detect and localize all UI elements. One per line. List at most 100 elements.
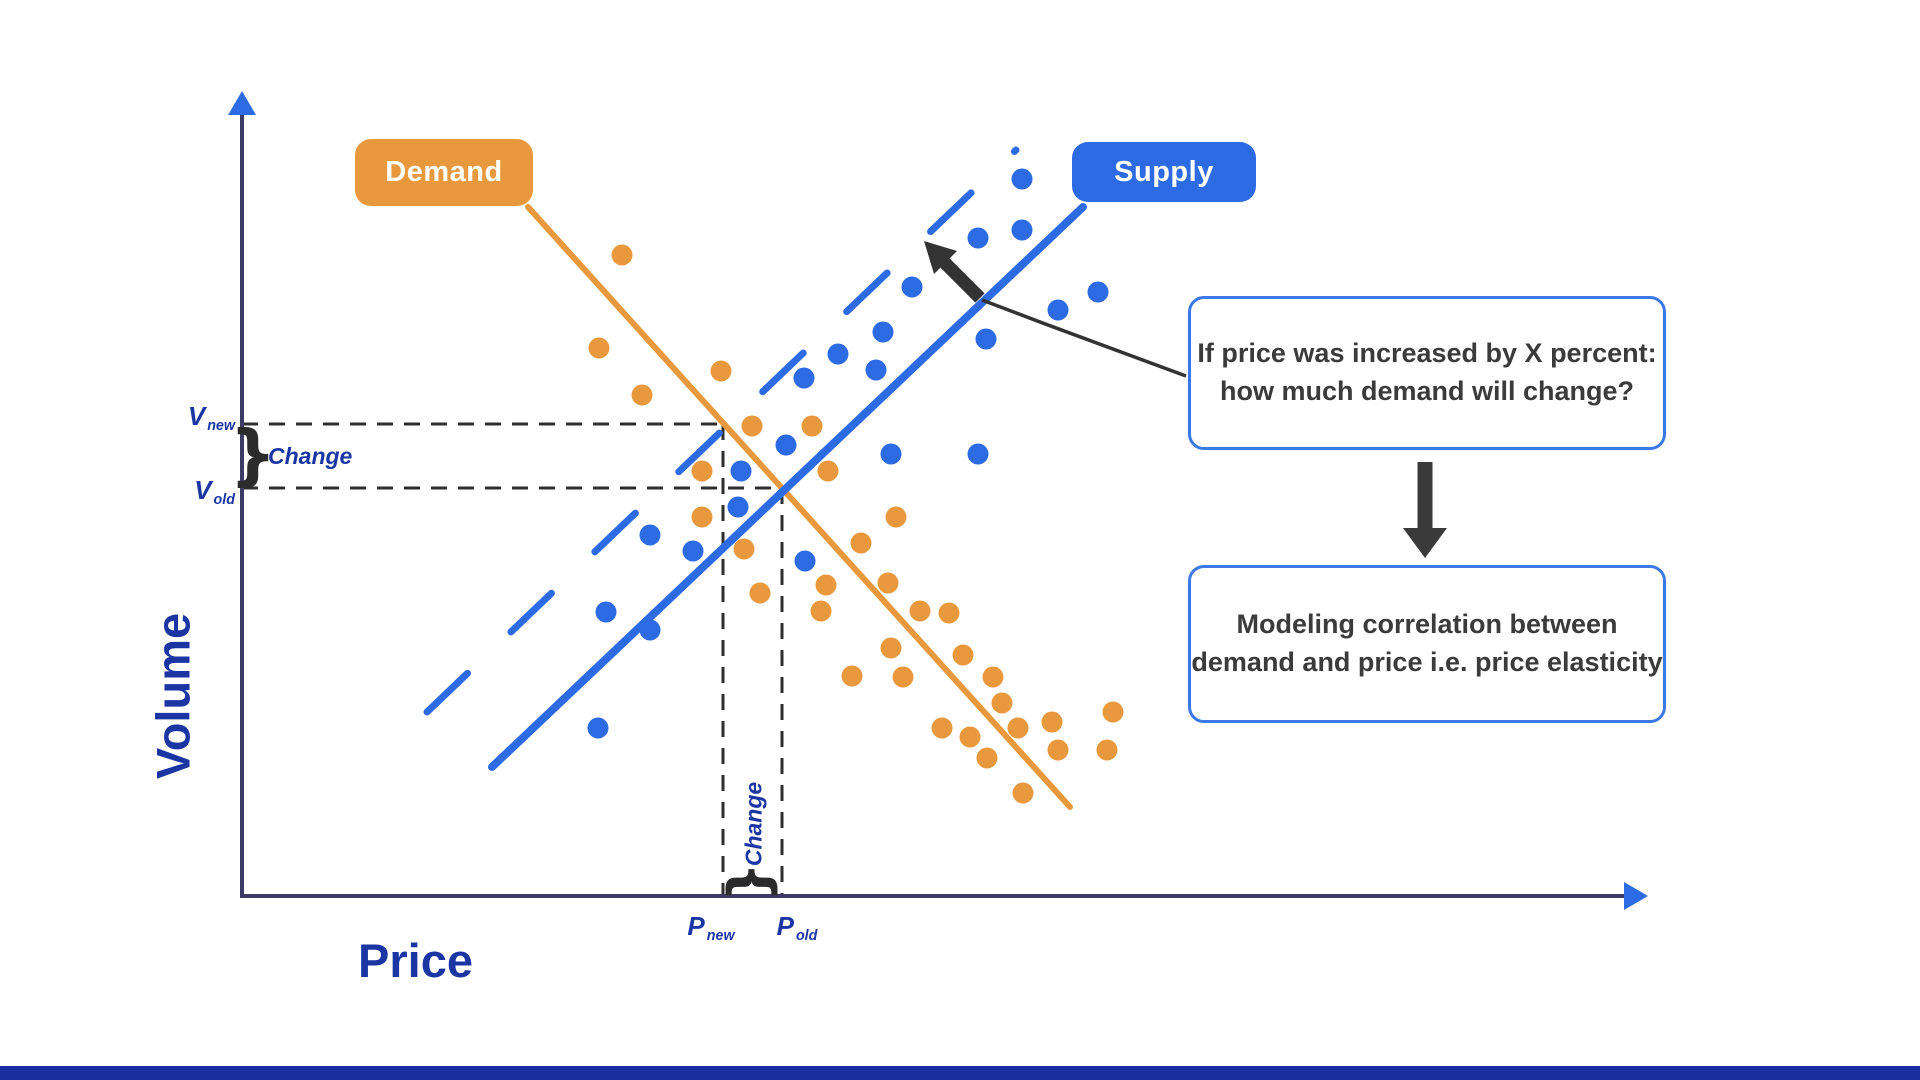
demand-badge-label: Demand — [385, 156, 503, 188]
price-change-brace-icon: { — [721, 862, 786, 902]
demand_points-dot — [850, 532, 872, 554]
supply_points-dot — [639, 524, 661, 546]
demand_points-dot — [810, 600, 832, 622]
supply-badge-label: Supply — [1114, 155, 1214, 188]
demand_points-dot — [982, 666, 1004, 688]
demand_points-dot — [1047, 739, 1069, 761]
supply_points-dot — [775, 434, 797, 456]
supply_points-dot — [587, 717, 609, 739]
demand_points-dot — [741, 415, 763, 437]
question-line-2: how much demand will change? — [1219, 376, 1635, 406]
demand_points-dot — [885, 506, 907, 528]
demand_points-dot — [892, 666, 914, 688]
demand_points-dot — [991, 692, 1013, 714]
demand_points-dot — [909, 600, 931, 622]
demand-trend-line — [525, 204, 1073, 810]
supply_points-dot — [872, 321, 894, 343]
trend-lines — [423, 146, 1087, 810]
volume-change-text: Change — [268, 443, 353, 469]
demand_points-dot — [877, 572, 899, 594]
demand_points-dot — [588, 337, 610, 359]
demand_points-dot — [817, 460, 839, 482]
answer-line-2: demand and price i.e. price elasticity — [1191, 647, 1663, 677]
down-arrow-head-icon — [1403, 528, 1447, 558]
answer-line-1: Modeling correlation between — [1236, 609, 1618, 640]
demand_points-dot — [952, 644, 974, 666]
demand_points-dot — [931, 717, 953, 739]
shift-arrow-shaft — [939, 257, 985, 303]
volume-change-label: Change — [268, 443, 352, 470]
annotation-arrows — [924, 241, 1447, 558]
p-new-sub: new — [706, 928, 735, 944]
demand_points — [588, 244, 1124, 804]
demand_points-dot — [691, 460, 713, 482]
demand_points-dot — [841, 665, 863, 687]
demand_points-dot — [976, 747, 998, 769]
guide-lines — [242, 422, 784, 896]
x-axis-title-text: Price — [358, 934, 473, 987]
question-callout-box: If price was increased by X percent: how… — [1188, 296, 1666, 450]
price-change-label: Change — [741, 782, 768, 866]
price-change-text: Change — [740, 781, 767, 867]
supply-shifted-dashed-line — [423, 146, 1020, 716]
demand_points-dot — [691, 506, 713, 528]
shift-arrow-head-icon — [924, 241, 957, 274]
supply_points-dot — [1047, 299, 1069, 321]
v-old-sub: old — [213, 492, 235, 508]
supply_points-dot — [880, 443, 902, 465]
supply_points-dot — [727, 496, 749, 518]
v-old-base: V — [194, 475, 212, 505]
x-axis-title: Price — [358, 933, 473, 988]
demand-badge: Demand — [355, 139, 533, 206]
demand_points-dot — [1041, 711, 1063, 733]
y-axis-arrow-icon — [228, 91, 256, 115]
answer-callout-box: Modeling correlation between demand and … — [1188, 565, 1666, 723]
supply_points-dot — [639, 619, 661, 641]
supply_points — [587, 168, 1109, 739]
demand_points-dot — [1012, 782, 1034, 804]
v-new-base: V — [187, 401, 206, 431]
supply_points-dot — [730, 460, 752, 482]
demand_points-dot — [959, 726, 981, 748]
demand_points-dot — [611, 244, 633, 266]
demand_points-dot — [1007, 717, 1029, 739]
demand_points-dot — [880, 637, 902, 659]
supply_points-dot — [793, 367, 815, 389]
callout-connector-line — [981, 298, 1187, 378]
p-old-sub: old — [795, 928, 818, 944]
demand_points-dot — [815, 574, 837, 596]
demand_points-dot — [710, 360, 732, 382]
demand_points-dot — [1102, 701, 1124, 723]
supply_points-dot — [827, 343, 849, 365]
supply_points-dot — [901, 276, 923, 298]
supply_points-dot — [1011, 219, 1033, 241]
p-new-base: P — [687, 911, 705, 941]
supply_points-dot — [794, 550, 816, 572]
supply_points-dot — [1011, 168, 1033, 190]
supply_points-dot — [975, 328, 997, 350]
scatter-points — [587, 168, 1124, 804]
demand_points-dot — [801, 415, 823, 437]
p-old-base: P — [776, 911, 794, 941]
y-axis-title-text: Volume — [146, 612, 200, 780]
x-axis-arrow-icon — [1624, 882, 1648, 910]
supply_points-dot — [865, 359, 887, 381]
supply_points-dot — [967, 443, 989, 465]
supply_points-dot — [595, 601, 617, 623]
supply-badge: Supply — [1072, 142, 1256, 202]
demand_points-dot — [938, 602, 960, 624]
supply_points-dot — [1087, 281, 1109, 303]
supply_points-dot — [682, 540, 704, 562]
demand_points-dot — [733, 538, 755, 560]
demand_points-dot — [1096, 739, 1118, 761]
volume-change-brace-icon: } — [229, 416, 277, 493]
v-new-sub: new — [207, 418, 235, 434]
demand_points-dot — [749, 582, 771, 604]
demand_points-dot — [631, 384, 653, 406]
